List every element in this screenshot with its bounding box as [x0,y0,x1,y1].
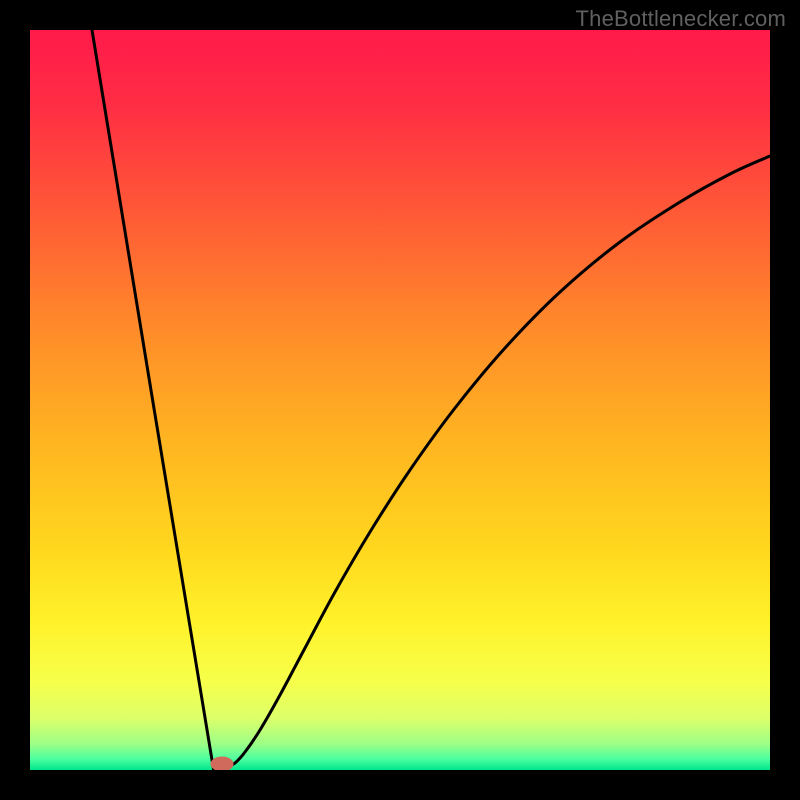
plot-area [30,30,770,770]
watermark-text: TheBottlenecker.com [576,6,786,32]
minimum-marker [211,757,233,770]
chart-svg [30,30,770,770]
gradient-background [30,30,770,770]
chart-frame: TheBottlenecker.com [0,0,800,800]
